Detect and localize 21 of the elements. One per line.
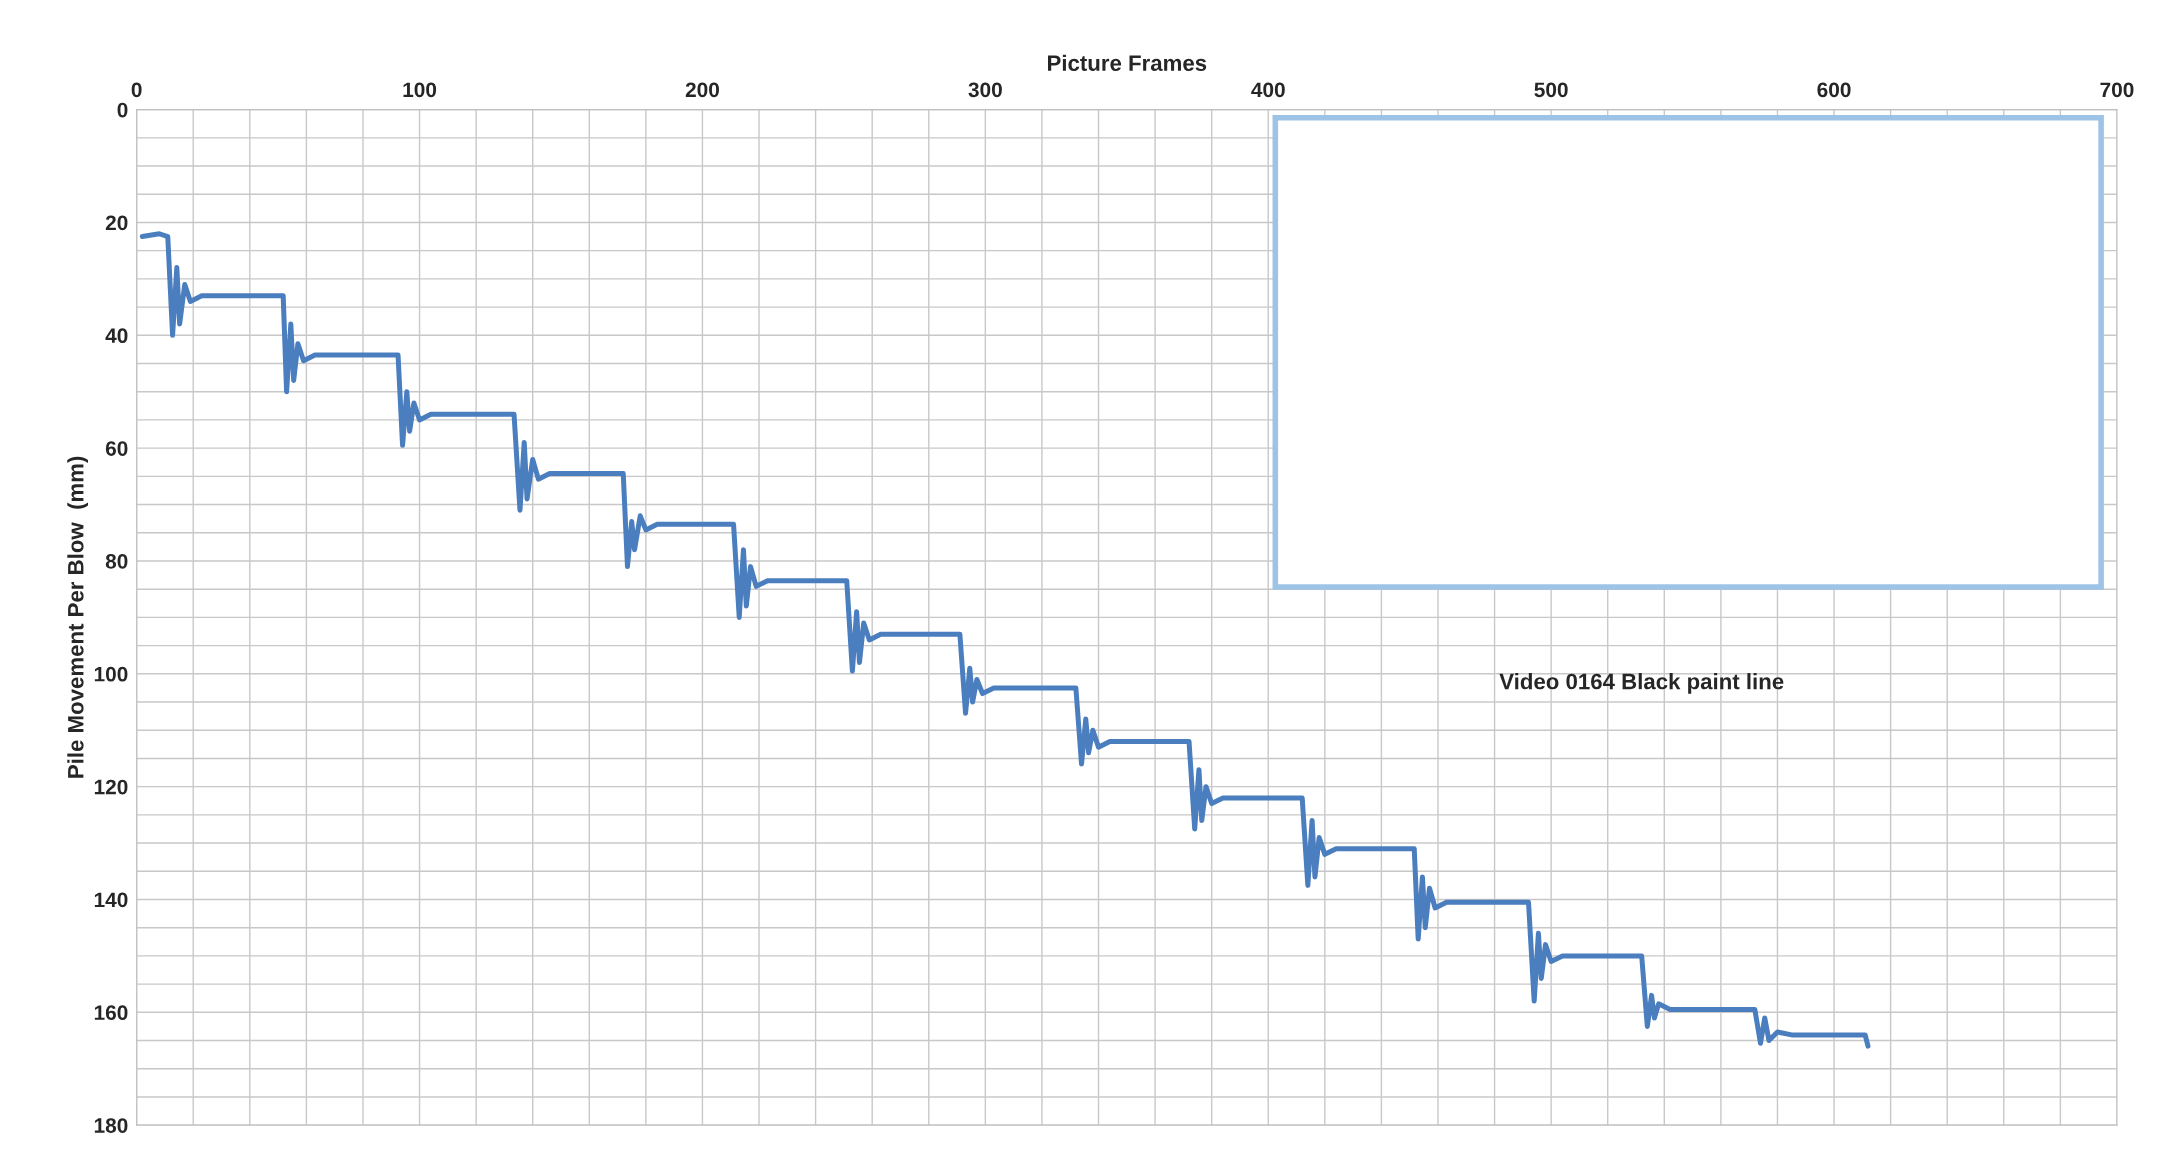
y-tick-label: 20 — [105, 215, 128, 231]
x-tick-label: 600 — [1817, 82, 1851, 98]
x-tick-label: 0 — [131, 82, 142, 98]
x-tick-label: 500 — [1534, 82, 1568, 98]
y-tick-label: 160 — [94, 1005, 128, 1021]
x-tick-label: 100 — [403, 82, 437, 98]
y-tick-label: 80 — [105, 553, 128, 569]
y-tick-label: 40 — [105, 328, 128, 344]
y-tick-label: 100 — [94, 666, 128, 682]
y-tick-label: 0 — [117, 102, 128, 118]
annotation: Video 0164 Black paint line — [1499, 673, 1784, 694]
y-tick-label: 120 — [94, 779, 128, 795]
y-tick-label: 140 — [94, 892, 128, 908]
x-tick-label: 200 — [685, 82, 719, 98]
x-tick-label: 700 — [2100, 82, 2134, 98]
x-tick-label: 400 — [1251, 82, 1285, 98]
y-tick-label: 180 — [94, 1118, 128, 1133]
x-tick-label: 300 — [968, 82, 1002, 98]
y-axis-title: Pile Movement Per Blow (mm) — [67, 456, 88, 778]
x-axis-title: Picture Frames — [1048, 54, 1207, 71]
y-tick-label: 60 — [105, 441, 128, 456]
